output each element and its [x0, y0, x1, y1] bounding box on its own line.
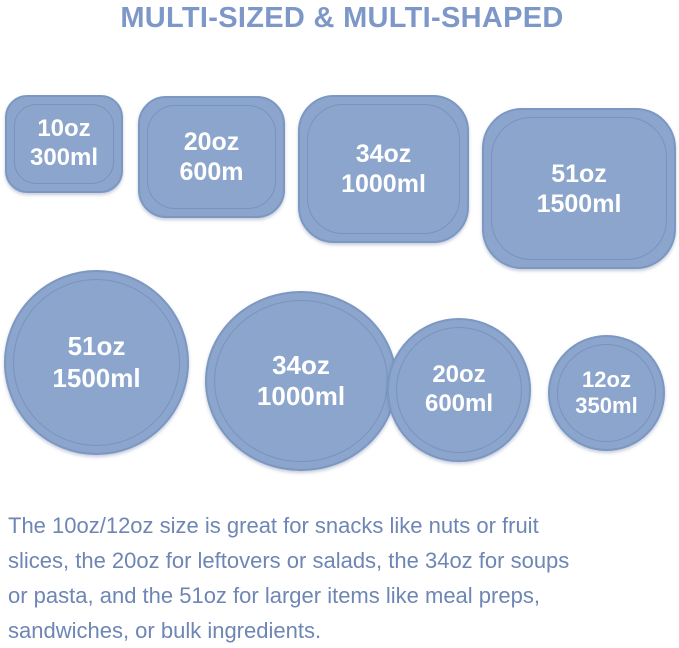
rect-lid-10oz: 10oz 300ml: [5, 95, 123, 193]
round-lid-12oz: 12oz 350ml: [548, 335, 665, 451]
lid-ml: 1500ml: [52, 362, 141, 393]
lid-oz: 20oz: [432, 361, 486, 389]
lid-oz: 34oz: [355, 140, 412, 168]
lid-ml: 1000ml: [341, 170, 426, 198]
lid-ml: 1500ml: [536, 189, 622, 218]
lid-oz: 20oz: [183, 128, 240, 156]
description-line: sandwiches, or bulk ingredients.: [8, 618, 322, 643]
lid-oz: 34oz: [272, 349, 330, 380]
lid-ml: 300ml: [29, 144, 99, 171]
lid-oz: 10oz: [37, 115, 91, 143]
lid-oz: 51oz: [67, 331, 126, 362]
round-lid-34oz: 34oz 1000ml: [205, 291, 397, 471]
lid-oz: 51oz: [551, 159, 607, 188]
rect-lid-20oz: 20oz 600m: [138, 96, 285, 218]
description-line: The 10oz/12oz size is great for snacks l…: [8, 513, 539, 538]
description-line: slices, the 20oz for leftovers or salads…: [8, 548, 570, 573]
page-title: MULTI-SIZED & MULTI-SHAPED: [120, 2, 564, 34]
round-lid-51oz: 51oz 1500ml: [4, 270, 189, 455]
rect-lid-34oz: 34oz 1000ml: [298, 95, 469, 243]
lid-ml: 600ml: [424, 390, 494, 417]
round-lid-20oz: 20oz 600ml: [387, 318, 531, 462]
lid-oz: 12oz: [582, 366, 631, 392]
lid-ml: 1000ml: [256, 381, 346, 411]
rect-lid-51oz: 51oz 1500ml: [482, 108, 676, 269]
description-line: or pasta, and the 51oz for larger items …: [8, 583, 540, 608]
description: The 10oz/12oz size is great for snacks l…: [8, 508, 569, 648]
lid-ml: 600m: [179, 158, 244, 186]
lid-ml: 350ml: [575, 393, 638, 418]
